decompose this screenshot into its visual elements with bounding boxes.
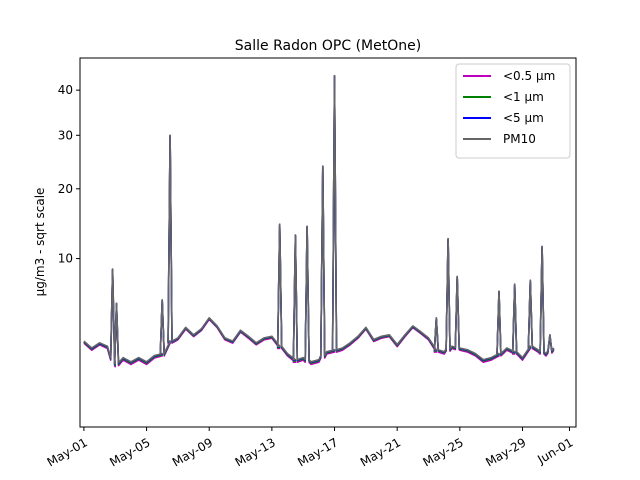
y-tick-label: 20 bbox=[58, 182, 73, 196]
y-tick-label: 10 bbox=[58, 252, 73, 266]
legend-label: <0.5 µm bbox=[503, 69, 555, 83]
series-layer bbox=[83, 74, 555, 368]
legend-label: <1 µm bbox=[503, 90, 544, 104]
y-axis-label: µg/m3 - sqrt scale bbox=[33, 188, 47, 297]
y-tick-label: 30 bbox=[58, 128, 73, 142]
legend-label: PM10 bbox=[503, 132, 536, 146]
chart-title: Salle Radon OPC (MetOne) bbox=[235, 38, 421, 54]
legend: <0.5 µm <1 µm <5 µm PM10 bbox=[455, 63, 571, 159]
y-tick-label: 40 bbox=[58, 83, 73, 97]
legend-box bbox=[455, 63, 571, 159]
legend-label: <5 µm bbox=[503, 111, 544, 125]
series-line bbox=[83, 74, 555, 365]
y-axis: 10 20 30 40 bbox=[58, 83, 80, 266]
plot-frame bbox=[79, 57, 577, 428]
